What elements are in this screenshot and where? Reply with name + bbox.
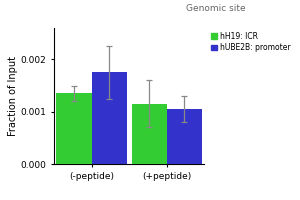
Bar xyxy=(56,93,92,164)
Bar xyxy=(92,72,127,164)
Text: Genomic site: Genomic site xyxy=(186,4,246,13)
Y-axis label: Fraction of Input: Fraction of Input xyxy=(8,56,18,136)
Bar xyxy=(131,104,167,164)
Bar xyxy=(167,109,202,164)
Legend: hH19: ICR, hUBE2B: promoter: hH19: ICR, hUBE2B: promoter xyxy=(211,32,291,52)
